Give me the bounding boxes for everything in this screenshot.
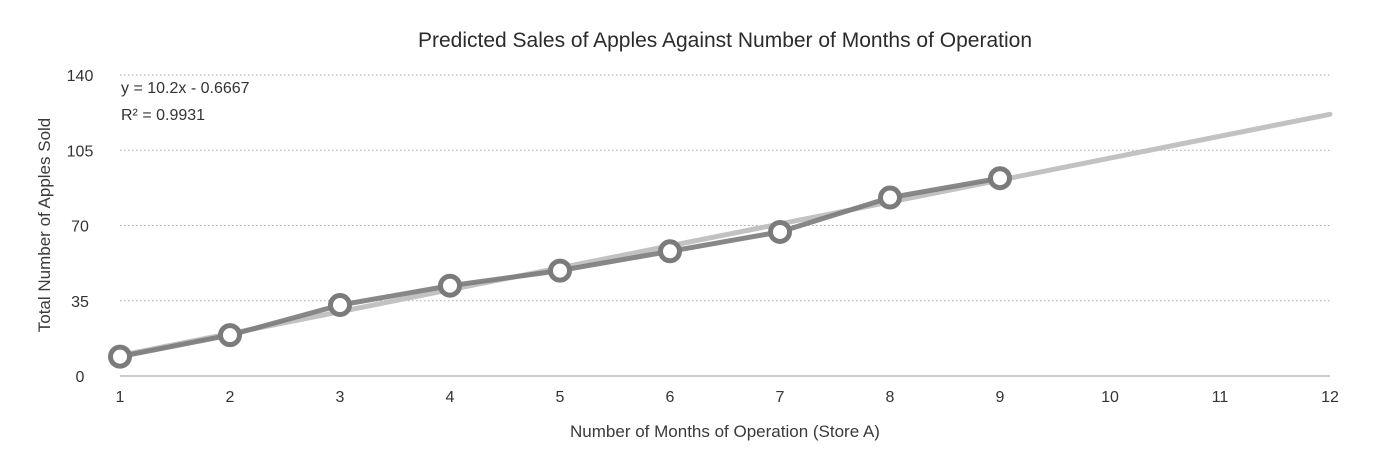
y-tick-label: 35 — [71, 294, 89, 311]
x-tick-label: 11 — [1212, 389, 1229, 406]
data-point — [548, 258, 572, 283]
y-tick-label: 0 — [76, 369, 85, 386]
trendline — [117, 111, 1333, 359]
data-point — [988, 166, 1012, 191]
data-point — [658, 239, 682, 264]
data-point — [108, 344, 132, 369]
x-tick-label: 5 — [556, 389, 565, 406]
y-axis-ticks: 0 35 70 105 140 — [67, 68, 94, 386]
data-point — [328, 293, 352, 318]
x-tick-label: 3 — [336, 389, 345, 406]
x-tick-label: 4 — [446, 389, 455, 406]
x-tick-label: 12 — [1321, 389, 1339, 406]
plot-area — [108, 111, 1333, 369]
x-tick-label: 10 — [1101, 389, 1119, 406]
y-tick-label: 105 — [67, 143, 94, 160]
data-point — [878, 185, 902, 210]
x-tick-label: 1 — [116, 389, 125, 406]
data-point — [768, 219, 792, 244]
trendline-equation: y = 10.2x - 0.6667 — [121, 80, 250, 97]
y-axis-label: Total Number of Apples Sold — [35, 118, 54, 333]
grid — [120, 74, 1330, 377]
x-tick-label: 7 — [776, 389, 785, 406]
y-tick-label: 70 — [71, 219, 89, 236]
data-point — [218, 323, 242, 348]
data-point — [438, 273, 462, 298]
x-tick-label: 8 — [886, 389, 895, 406]
x-tick-label: 9 — [996, 389, 1005, 406]
x-axis-ticks: 1 2 3 4 5 6 7 8 9 10 11 12 — [116, 389, 1339, 406]
r-squared-label: R² = 0.9931 — [121, 107, 205, 124]
x-tick-label: 6 — [666, 389, 675, 406]
chart-title: Predicted Sales of Apples Against Number… — [418, 29, 1032, 52]
y-tick-label: 140 — [67, 68, 94, 85]
x-axis-label: Number of Months of Operation (Store A) — [570, 422, 880, 441]
x-tick-label: 2 — [226, 389, 235, 406]
